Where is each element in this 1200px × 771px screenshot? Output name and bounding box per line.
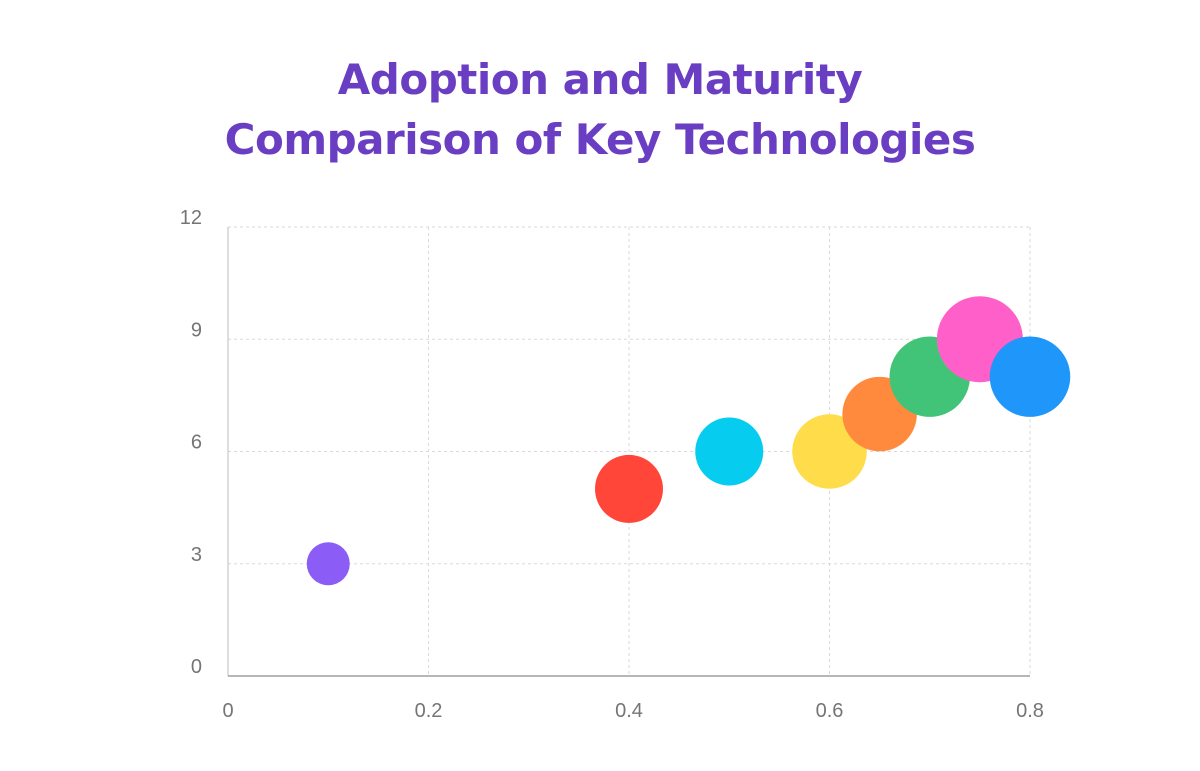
bubble-point	[595, 454, 663, 523]
x-tick-label: 0.2	[415, 700, 443, 722]
y-tick-label: 3	[191, 544, 202, 566]
y-tick-label: 6	[191, 432, 202, 454]
x-tick-label: 0.6	[816, 700, 844, 722]
y-tick-label: 0	[191, 656, 202, 678]
x-tick-label: 0.4	[615, 700, 643, 722]
chart-title: Adoption and Maturity Comparison of Key …	[0, 50, 1200, 170]
y-tick-label: 9	[191, 319, 202, 341]
bubble-point	[695, 417, 764, 486]
x-tick-label: 0.8	[1016, 700, 1044, 722]
chart-title-line-2: Comparison of Key Technologies	[224, 115, 976, 164]
bubble-point	[989, 336, 1071, 417]
x-tick-label: 0	[222, 700, 233, 722]
bubble-point	[306, 542, 350, 586]
y-tick-label: 12	[180, 207, 202, 229]
chart-title-line-1: Adoption and Maturity	[337, 55, 863, 104]
